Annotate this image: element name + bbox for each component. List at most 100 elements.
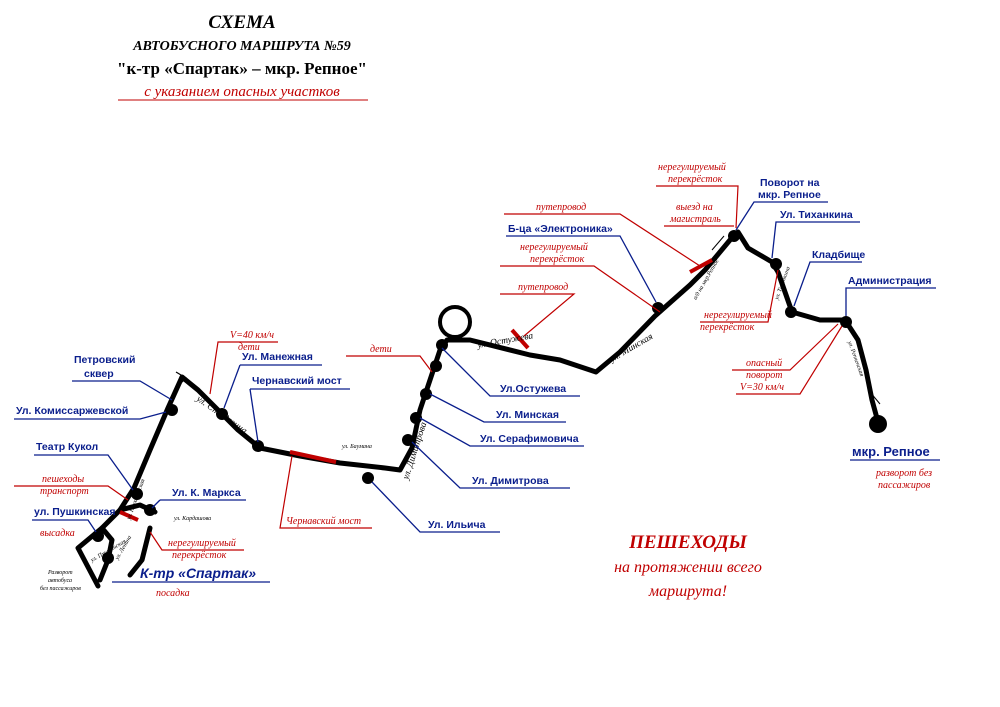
label-povorot-2: мкр. Репное	[758, 189, 821, 201]
hazard-opasny-1: опасный	[746, 358, 782, 369]
label-komissarzhevskaya: Ул. Комиссаржевской	[16, 405, 128, 417]
title-line1: СХЕМА	[208, 12, 275, 33]
label-teatr-kukol: Театр Кукол	[36, 441, 98, 453]
stop-dot-minskaya	[420, 388, 432, 400]
leader-tikhankina	[771, 221, 860, 259]
leader-pushkinskaya	[32, 519, 97, 533]
leader-peshekhody	[14, 485, 129, 501]
turnaround-circle	[438, 305, 472, 339]
label-ilyicha: Ул. Ильича	[428, 519, 486, 531]
label-kladbishche: Кладбище	[812, 249, 865, 261]
leader-nereg-spartak	[149, 531, 244, 551]
pedestrians-note: ПЕШЕХОДЫ на протяжении всего маршрута!	[614, 532, 762, 600]
label-minskaya: Ул. Минская	[496, 409, 559, 421]
hazard-deti1: дети	[238, 342, 260, 353]
stop-dot-chernavsky	[252, 440, 264, 452]
leader-speed30	[736, 325, 843, 395]
danger-zone-chernavsky	[289, 450, 337, 464]
stop-labels: Петровский сквер Ул. Комиссаржевской Теа…	[14, 177, 940, 583]
label-tikhankina: Ул. Тиханкина	[780, 209, 853, 221]
title-line2: АВТОБУСНОГО МАРШРУТА №59	[132, 39, 351, 54]
razvorot-line1: Разворот	[47, 570, 73, 576]
razvorot-line2: автобуса	[48, 577, 72, 584]
razvorot-note: Разворот автобуса без пассажиров	[40, 570, 81, 592]
leader-nereg-top	[656, 185, 739, 229]
hazard-speed30: V=30 км/ч	[740, 382, 784, 393]
leader-administratsiya	[845, 287, 936, 316]
danger-zone-puteprovod	[510, 328, 530, 350]
hazard-peshekhody-1: пешеходы	[42, 474, 84, 485]
street-bauman: ул. Баумана	[341, 444, 372, 450]
direction-arrows	[175, 235, 881, 405]
label-ostuzheva: Ул.Остужева	[500, 383, 566, 395]
hazard-peshekhody-2: транспорт	[40, 486, 89, 497]
title-subtitle: с указанием опасных участков	[144, 84, 340, 100]
hazard-speed40: V=40 км/ч	[230, 330, 274, 341]
leader-opasny	[732, 323, 839, 371]
stop-dot-dimitrova	[402, 434, 414, 446]
leader-deti2	[346, 355, 433, 373]
stop-dot-kladbishche	[770, 258, 782, 270]
hazard-opasny-2: поворот	[746, 370, 782, 381]
stop-dot-pushkinskaya	[92, 530, 104, 542]
hazard-nereg-right-2: перекрёсток	[700, 322, 755, 333]
hazard-nereg-mid-2: перекрёсток	[530, 254, 585, 265]
hazard-nereg-right-1: нерегулируемый	[704, 310, 772, 321]
leader-ilyicha	[371, 481, 500, 533]
label-petrovsky-2: сквер	[84, 368, 114, 380]
label-petrovsky-1: Петровский	[74, 354, 135, 366]
hazard-puteprovod2: путепровод	[518, 282, 568, 293]
hazard-chernavsky: Чернавский мост	[286, 516, 361, 527]
hazard-vysadka: высадка	[40, 528, 75, 539]
leader-speed40	[209, 341, 278, 395]
hazard-nereg-mid-1: нерегулируемый	[520, 242, 588, 253]
leader-serafimovicha	[419, 417, 584, 447]
map-title: СХЕМА АВТОБУСНОГО МАРШРУТА №59 "к-тр «Сп…	[117, 12, 368, 101]
stop-dot-ostuzheva	[430, 360, 442, 372]
hazard-razvorot-repnoe-2: пассажиров	[878, 480, 931, 491]
hazard-labels: пешеходы транспорт высадка посадка нерег…	[14, 162, 932, 599]
hazard-deti2: дети	[370, 344, 392, 355]
label-spartak: К-тр «Спартак»	[140, 565, 256, 581]
hazard-nereg-top-1: нерегулируемый	[658, 162, 726, 173]
street-kardashova: ул. Кардашова	[173, 515, 211, 522]
label-dimitrova: Ул. Димитрова	[472, 475, 549, 487]
stop-dot-komissarzhevskaya	[166, 404, 178, 416]
hazard-nereg-spartak-2: перекрёсток	[172, 550, 227, 561]
stop-dot-ostuzheva-2	[436, 339, 448, 351]
leader-petrovsky	[72, 380, 173, 401]
stop-dot-teatr-kukol	[131, 488, 143, 500]
arrow-icon-4	[869, 391, 881, 405]
leader-ostuzheva	[441, 347, 580, 397]
stop-dot-povorot	[728, 230, 740, 242]
hazard-posadka: посадка	[156, 588, 190, 599]
label-elektronika: Б-ца «Электроника»	[508, 223, 613, 235]
stop-dot-ilyicha	[362, 472, 374, 484]
leader-chernavsky-red	[279, 455, 372, 529]
arrow-icon-1	[175, 371, 187, 387]
leader-povorot	[735, 201, 828, 231]
hazard-nereg-spartak-1: нерегулируемый	[168, 538, 236, 549]
stop-dot-administratsiya	[840, 316, 852, 328]
pedestrians-line3: маршрута!	[648, 583, 727, 600]
leader-nereg-mid	[500, 265, 661, 313]
pedestrians-title: ПЕШЕХОДЫ	[628, 532, 747, 553]
danger-zone-magistral	[689, 258, 713, 274]
terminus-repnoe	[869, 415, 887, 433]
arrow-icon-2	[438, 315, 447, 337]
leader-dimitrova	[411, 441, 570, 489]
pedestrians-line2: на протяжении всего	[614, 559, 762, 576]
title-line3: "к-тр «Спартак» – мкр. Репное"	[117, 59, 367, 78]
leader-elektronika	[506, 235, 657, 303]
label-povorot-1: Поворот на	[760, 177, 820, 189]
hazard-razvorot-repnoe-1: разворот без	[875, 468, 932, 479]
hazard-vyezd-2: магистраль	[669, 214, 721, 225]
leader-nereg-right	[700, 269, 779, 323]
danger-zones	[119, 258, 713, 522]
stop-dot-manezhnaya	[216, 408, 228, 420]
label-serafimovicha: Ул. Серафимовича	[480, 433, 579, 445]
stop-dot-spartak	[102, 552, 114, 564]
label-pushkinskaya: ул. Пушкинская	[34, 506, 115, 518]
leader-kladbishche	[793, 261, 862, 307]
street-st-razina: ул. Ст. Разина	[193, 394, 248, 437]
